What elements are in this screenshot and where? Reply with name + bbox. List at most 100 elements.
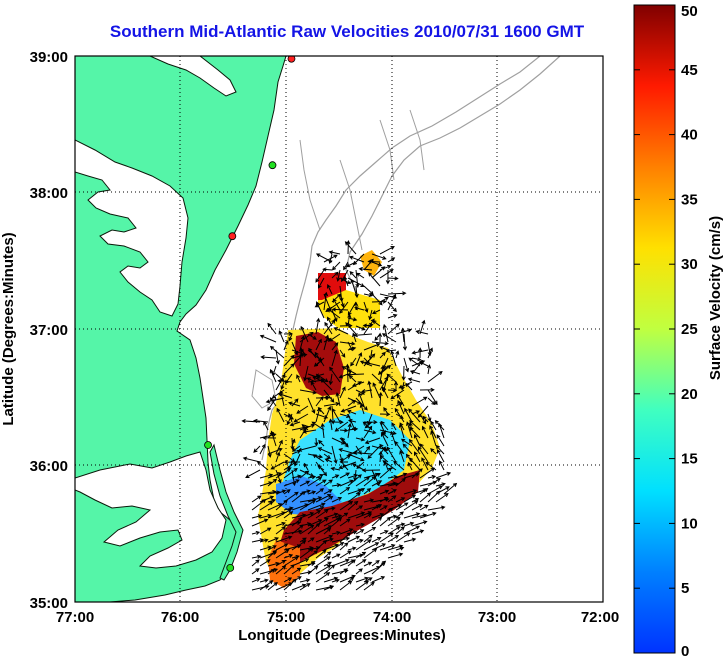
velocity-arrow bbox=[387, 301, 397, 313]
velocity-arrow bbox=[344, 241, 357, 255]
velocity-arrow bbox=[347, 511, 366, 519]
velocity-arrow bbox=[307, 510, 322, 519]
velocity-arrow bbox=[267, 447, 283, 455]
velocity-arrow bbox=[283, 340, 289, 351]
velocity-arrow bbox=[436, 449, 445, 463]
velocity-arrow bbox=[270, 430, 277, 447]
velocity-arrow bbox=[267, 537, 279, 543]
velocity-arrow bbox=[331, 271, 339, 279]
velocity-arrow bbox=[371, 309, 381, 315]
velocity-arrow bbox=[269, 345, 285, 359]
velocity-arrow bbox=[355, 568, 363, 575]
velocity-arrow bbox=[291, 353, 308, 359]
velocity-arrow bbox=[259, 578, 269, 583]
velocity-arrow bbox=[355, 551, 367, 559]
y-tick-label: 38:00 bbox=[30, 185, 68, 202]
velocity-arrow bbox=[323, 405, 332, 423]
velocity-arrow bbox=[400, 327, 406, 343]
velocity-arrow bbox=[256, 460, 269, 471]
velocity-arrow bbox=[259, 580, 274, 591]
velocity-arrow bbox=[330, 466, 341, 471]
velocity-arrow bbox=[387, 388, 398, 393]
velocity-arrow bbox=[395, 526, 405, 535]
velocity-arrow bbox=[259, 527, 272, 535]
map-axes-frame bbox=[74, 55, 604, 603]
velocity-arrow bbox=[275, 543, 289, 551]
velocity-arrow bbox=[291, 398, 299, 407]
velocity-arrow bbox=[347, 422, 352, 439]
colorbar-tick-label: 10 bbox=[681, 515, 698, 532]
velocity-arrow bbox=[408, 357, 421, 367]
velocity-arrow bbox=[267, 478, 278, 487]
velocity-arrow bbox=[427, 397, 436, 406]
velocity-arrow bbox=[324, 458, 333, 463]
velocity-arrow bbox=[341, 437, 349, 447]
velocity-arrow bbox=[395, 522, 406, 527]
velocity-arrow bbox=[347, 474, 362, 487]
velocity-arrow bbox=[419, 504, 429, 511]
velocity-arrow bbox=[331, 496, 343, 503]
velocity-arrow bbox=[345, 363, 350, 383]
x-tick-labels: 77:00 76:00 75:00 74:00 73:00 72:00 bbox=[56, 609, 619, 626]
velocity-arrow bbox=[411, 504, 424, 511]
velocity-arrow bbox=[312, 454, 325, 463]
velocity-arrow bbox=[314, 351, 325, 367]
velocity-arrow bbox=[379, 496, 389, 503]
station-markers bbox=[204, 56, 296, 572]
velocity-arrow bbox=[331, 445, 338, 465]
velocity-arrow bbox=[379, 269, 394, 279]
velocity-arrow bbox=[299, 512, 315, 519]
y-tick-label: 36:00 bbox=[30, 458, 68, 475]
velocity-arrow bbox=[335, 392, 341, 407]
bathymetry-contour bbox=[251, 109, 425, 409]
velocity-arrow bbox=[267, 582, 278, 591]
velocity-arrow bbox=[409, 426, 421, 439]
y-tick-labels: 39:00 38:00 37:00 36:00 35:00 bbox=[30, 49, 68, 612]
colorbar-ticks: 0 5 10 15 20 25 30 35 40 45 50 bbox=[634, 3, 698, 659]
velocity-arrow bbox=[251, 514, 263, 519]
velocity-arrow bbox=[381, 386, 389, 399]
velocity-arrow bbox=[283, 553, 294, 559]
velocity-arrow bbox=[400, 438, 413, 447]
velocity-arrow bbox=[323, 479, 333, 487]
velocity-arrow bbox=[331, 483, 342, 488]
velocity-arrow bbox=[387, 291, 407, 296]
velocity-arrow bbox=[251, 568, 260, 575]
velocity-arrow bbox=[339, 479, 354, 487]
velocity-arrow bbox=[355, 529, 365, 535]
velocity-arrow bbox=[307, 519, 323, 527]
velocity-arrow bbox=[267, 322, 277, 335]
colorbar-tick-label: 35 bbox=[681, 191, 698, 208]
velocity-arrow bbox=[379, 454, 389, 463]
velocity-arrow bbox=[348, 374, 357, 383]
colorbar-tick-label: 5 bbox=[681, 580, 689, 597]
velocity-arrow bbox=[387, 526, 401, 535]
velocity-arrow bbox=[438, 460, 445, 471]
colorbar-tick-label: 30 bbox=[681, 256, 698, 273]
water-chesapeake-bay bbox=[75, 139, 189, 317]
velocity-arrow bbox=[347, 418, 357, 424]
velocity-arrow bbox=[299, 500, 316, 511]
velocity-arrow bbox=[399, 450, 405, 463]
velocity-arrow bbox=[296, 374, 301, 383]
velocity-arrow bbox=[275, 521, 286, 527]
velocity-arrow bbox=[315, 301, 325, 319]
velocity-arrow bbox=[339, 386, 346, 399]
velocity-arrow bbox=[323, 489, 333, 495]
velocity-arrow bbox=[331, 474, 340, 479]
velocity-arrow bbox=[331, 542, 345, 551]
velocity-arrow bbox=[430, 420, 437, 431]
velocity-arrow bbox=[403, 489, 418, 495]
velocity-arrow bbox=[427, 490, 441, 503]
velocity-arrow bbox=[293, 413, 309, 423]
velocity-arrow bbox=[430, 430, 437, 447]
velocity-arrow bbox=[339, 293, 345, 308]
velocity-arrow bbox=[347, 500, 359, 511]
velocity-arrow bbox=[245, 469, 261, 478]
velocity-arrow bbox=[358, 392, 365, 407]
velocity-arrow bbox=[363, 561, 373, 567]
velocity-arrow bbox=[275, 526, 286, 535]
velocity-arrow bbox=[339, 428, 349, 433]
velocity-arrow bbox=[387, 276, 399, 281]
velocity-arrow bbox=[317, 447, 333, 455]
